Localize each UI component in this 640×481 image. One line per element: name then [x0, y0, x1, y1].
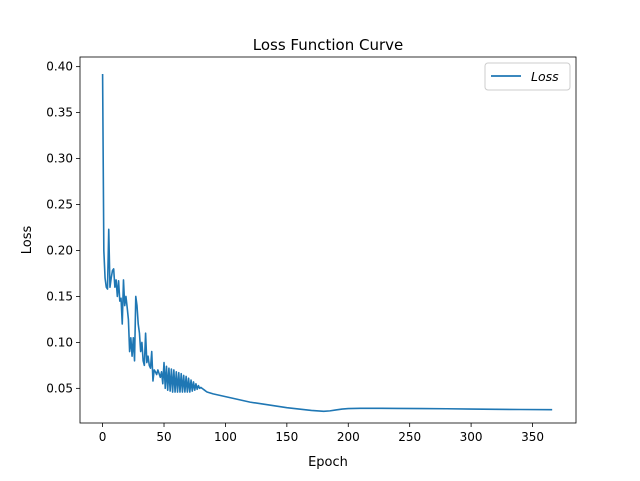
y-tick-label: 0.05 [46, 381, 73, 395]
y-tick-label: 0.35 [46, 106, 73, 120]
axis-ticks: 0 50 100 150 200 250 300 350 0.05 0.10 0.15 0.20 0.2… [46, 60, 544, 444]
x-tick-label: 350 [521, 430, 544, 444]
legend: Loss [484, 62, 571, 91]
x-tick-label: 250 [398, 430, 421, 444]
x-tick-label: 200 [337, 430, 360, 444]
legend-label: Loss [531, 69, 559, 84]
x-tick-label: 300 [460, 430, 483, 444]
y-tick-label: 0.40 [46, 60, 73, 74]
x-tick-label: 100 [214, 430, 237, 444]
x-tick-label: 0 [99, 430, 107, 444]
y-tick-label: 0.20 [46, 243, 73, 257]
plot-frame [79, 56, 577, 424]
x-tick-label: 150 [275, 430, 298, 444]
y-axis-label: Loss [20, 226, 35, 255]
y-tick-label: 0.10 [46, 335, 73, 349]
legend-box [484, 62, 571, 91]
series-line-loss [101, 73, 553, 413]
x-tick-label: 50 [156, 430, 171, 444]
y-tick-label: 0.30 [46, 152, 73, 166]
x-axis-label: Epoch [308, 455, 348, 470]
series-lines [101, 73, 553, 413]
chart-title: Loss Function Curve [253, 36, 404, 54]
y-tick-label: 0.15 [46, 289, 73, 303]
y-tick-label: 0.25 [46, 198, 73, 212]
